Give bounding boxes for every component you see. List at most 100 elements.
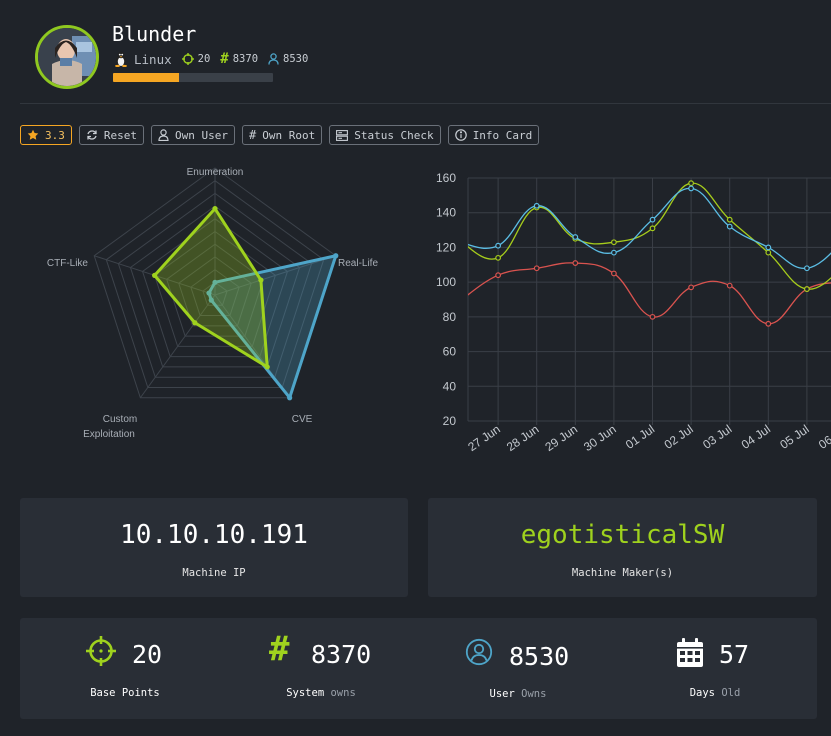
series-point[interactable] (726, 216, 733, 223)
os-label: Linux (134, 51, 172, 67)
x-tick-label: 27 Jun (465, 422, 503, 454)
info-card-button[interactable]: Info Card (447, 125, 540, 145)
series-point[interactable] (765, 320, 772, 327)
own-user-label: Own User (175, 128, 228, 142)
series-point[interactable] (572, 234, 579, 240)
series-point[interactable] (533, 265, 540, 272)
base-points-value: 20 (132, 640, 163, 669)
series-point[interactable] (457, 240, 462, 245)
x-tick-label: 03 Jul (700, 422, 734, 452)
series-red (457, 260, 831, 327)
series-point[interactable] (688, 180, 695, 187)
own-user-button[interactable]: Own User (151, 125, 235, 145)
series-point[interactable] (457, 238, 462, 243)
series-point[interactable] (726, 282, 733, 289)
reset-button[interactable]: Reset (78, 125, 144, 145)
avatar-image (38, 28, 96, 86)
series-point[interactable] (804, 265, 810, 272)
series-blue (457, 185, 831, 272)
machine-maker-card: egotisticalSW Machine Maker(s) (428, 498, 817, 597)
action-toolbar: 3.3 Reset Own User # Own Root Status Ch (20, 125, 540, 145)
reset-label: Reset (103, 128, 137, 142)
x-tick-label: 02 Jul (662, 422, 696, 452)
system-owns-label: System owns (226, 687, 416, 699)
machine-ip-label: Machine IP (182, 567, 246, 579)
series-point[interactable] (495, 254, 502, 261)
series-point[interactable] (572, 260, 579, 266)
y-tick-label: 160 (436, 171, 456, 185)
stats-card: 20 Base Points # 8370 System owns 8530 U… (20, 618, 817, 719)
status-check-button[interactable]: Status Check (329, 125, 441, 145)
system-label-text: System (286, 687, 325, 699)
radar-grid-ring (190, 268, 240, 317)
refresh-icon (86, 129, 98, 141)
system-suffix-text: owns (330, 687, 356, 699)
days-label-text: Days (689, 687, 715, 699)
radar-chart: Enumeration Real-Life CVE Custom Exploitatio… (47, 167, 379, 440)
header-divider (20, 103, 831, 104)
hash-outline-icon: # (248, 128, 257, 142)
own-root-label: Own Root (262, 128, 316, 142)
series-line-red (468, 262, 831, 325)
rating-button[interactable]: 3.3 (20, 125, 72, 145)
series-line-blue (468, 187, 831, 269)
series-point[interactable] (804, 286, 810, 292)
radar-grid-ring (154, 230, 276, 347)
series-point[interactable] (495, 272, 502, 279)
series-point[interactable] (688, 284, 695, 291)
radar-point (152, 272, 158, 278)
radar-axis-label: Enumeration (187, 167, 244, 178)
info-icon (454, 129, 467, 141)
stat-system-owns: # 8370 System owns (226, 618, 416, 719)
user-outline-icon (158, 129, 169, 141)
series-point[interactable] (649, 313, 656, 320)
machine-maker-value[interactable]: egotisticalSW (520, 520, 725, 550)
stat-user-owns: 8530 User Owns (423, 618, 613, 719)
radar-series-maker (153, 207, 269, 369)
y-tick-label: 40 (443, 379, 457, 393)
hash-icon: # (220, 51, 229, 67)
radar-grid-ring (129, 205, 301, 368)
radar-spoke (214, 255, 336, 296)
base-points-label-text: Base Points (90, 687, 160, 699)
machine-avatar (35, 25, 99, 89)
series-point[interactable] (765, 249, 772, 256)
y-tick-label: 60 (443, 345, 457, 359)
system-owns-value: 8370 (232, 53, 259, 65)
series-point[interactable] (611, 249, 617, 256)
crosshair-icon (86, 636, 116, 670)
radar-point (206, 290, 212, 296)
x-tick-label: 01 Jul (623, 422, 657, 452)
crosshair-icon (181, 53, 194, 65)
machine-ip-value: 10.10.10.191 (120, 520, 308, 550)
series-point[interactable] (649, 216, 656, 223)
user-owns-value: 8530 (509, 642, 570, 671)
user-label-text: User (489, 688, 515, 700)
series-point[interactable] (611, 239, 617, 246)
radar-axis-label: CVE (292, 414, 313, 425)
points-value: 20 (197, 53, 211, 65)
hash-icon: # (269, 629, 290, 669)
series-point[interactable] (495, 242, 502, 249)
series-point[interactable] (688, 185, 695, 192)
radar-point (258, 277, 264, 283)
radar-point (264, 364, 270, 370)
series-point[interactable] (457, 299, 462, 304)
radar-point (333, 253, 339, 259)
x-tick-label: 29 Jun (542, 422, 580, 454)
calendar-icon (676, 638, 704, 672)
y-tick-label: 120 (436, 240, 456, 254)
radar-point (212, 279, 218, 285)
series-point[interactable] (649, 225, 656, 232)
radar-point (287, 395, 293, 401)
days-label: Days Old (620, 687, 810, 699)
series-point[interactable] (726, 223, 733, 230)
days-value: 57 (719, 640, 750, 669)
radar-axis-label: CTF-Like (47, 258, 89, 269)
x-tick-label: 06 Jul (816, 422, 831, 452)
series-point[interactable] (533, 202, 540, 209)
own-root-button[interactable]: # Own Root (241, 125, 323, 145)
series-point[interactable] (611, 270, 617, 277)
series-point[interactable] (765, 244, 772, 251)
radar-axis-label: Real-Life (338, 258, 378, 269)
